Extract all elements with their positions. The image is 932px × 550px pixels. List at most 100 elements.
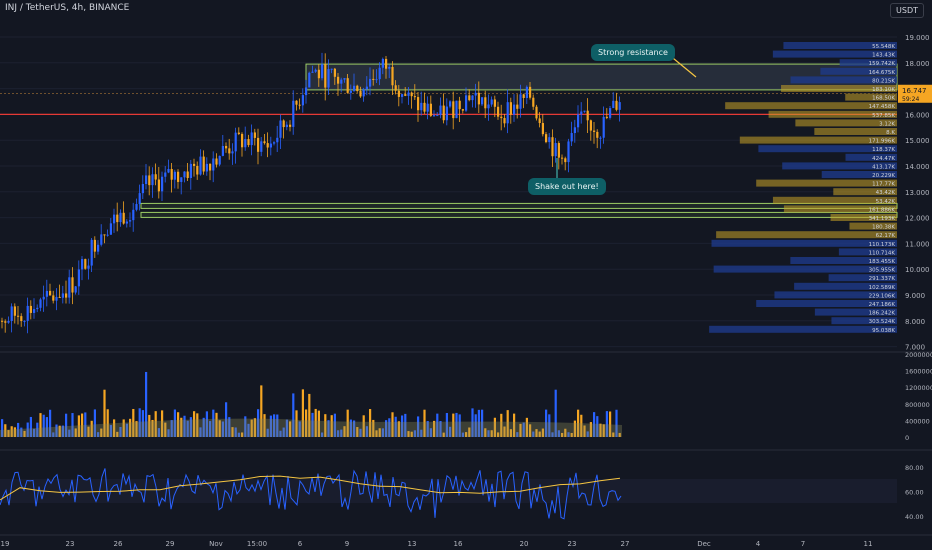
volume-bar <box>449 426 452 437</box>
profile-bar <box>716 231 897 239</box>
volume-bar <box>522 422 525 437</box>
volume-bar <box>301 389 304 437</box>
volume-bar <box>564 428 567 437</box>
volume-bar <box>113 419 116 437</box>
volume-bar <box>221 421 224 437</box>
candle-body <box>548 137 551 143</box>
candle-body <box>285 124 288 128</box>
candle-body <box>17 315 20 317</box>
price-tick: 18.000 <box>905 60 930 68</box>
volume-bar <box>615 409 618 437</box>
candle-body <box>490 99 493 105</box>
candle-body <box>596 131 599 138</box>
profile-bar <box>783 205 897 213</box>
candle-body <box>308 72 311 88</box>
candle-body <box>561 157 564 159</box>
candle-body <box>404 94 407 96</box>
time-tick: 23 <box>66 540 75 548</box>
volume-bar <box>362 415 365 437</box>
candle-body <box>327 69 330 88</box>
volume-bar <box>161 410 164 437</box>
candle-body <box>237 132 240 134</box>
currency-button[interactable]: USDT <box>890 3 924 18</box>
candle-body <box>55 296 58 301</box>
candle-body <box>161 176 164 192</box>
candle-body <box>541 123 544 135</box>
volume-bar <box>545 409 548 437</box>
volume-bar <box>343 426 346 437</box>
candle-body <box>503 118 506 124</box>
volume-bar <box>612 432 615 437</box>
profile-bar <box>831 317 897 325</box>
volume-pane <box>0 371 622 437</box>
candle-body <box>349 90 352 93</box>
candle-body <box>570 133 573 142</box>
profile-bar <box>725 102 897 110</box>
volume-bar <box>548 414 551 437</box>
volume-bar <box>305 409 308 437</box>
volume-bar <box>151 419 154 437</box>
volume-bar <box>234 427 237 437</box>
volume-bar <box>39 413 42 437</box>
time-tick: 4 <box>756 540 761 548</box>
volume-bar <box>247 423 250 437</box>
candle-body <box>477 92 480 105</box>
volume-bar <box>593 412 596 437</box>
candle-body <box>10 306 13 321</box>
candle-body <box>538 118 541 124</box>
candle-body <box>196 165 199 175</box>
profile-bar <box>814 128 897 135</box>
candle-body <box>276 137 279 143</box>
price-tick: 19.000 <box>905 34 930 42</box>
volume-bar <box>497 432 500 437</box>
candle-body <box>452 101 455 119</box>
time-tick: 6 <box>298 540 303 548</box>
rsi-pane <box>0 468 897 520</box>
volume-bar <box>372 419 375 437</box>
profile-label: 291.337K <box>869 276 896 282</box>
candle-body <box>241 133 244 148</box>
profile-label: 229.106K <box>869 293 896 299</box>
volume-bar <box>13 427 16 437</box>
candle-body <box>218 155 221 165</box>
volume-bar <box>474 414 477 437</box>
profile-bar <box>839 59 897 67</box>
profile-label: 424.47K <box>872 156 895 162</box>
candle-body <box>289 124 292 127</box>
candle-body <box>205 163 208 172</box>
candle-body <box>234 132 237 152</box>
volume-bar <box>292 393 295 437</box>
candle-body <box>29 305 32 313</box>
candle-body <box>359 91 362 97</box>
candle-body <box>410 92 413 97</box>
time-tick: 11 <box>864 540 873 548</box>
candle-body <box>356 85 359 92</box>
volume-bar <box>10 426 13 437</box>
candle-body <box>612 100 615 109</box>
candle-body <box>519 94 522 109</box>
candle-body <box>39 299 42 308</box>
candle-body <box>132 209 135 221</box>
candle-body <box>209 163 212 171</box>
volume-bar <box>231 427 234 437</box>
volume-bar <box>356 427 359 437</box>
volume-bar <box>295 410 298 437</box>
candle-body <box>535 106 538 119</box>
candle-body <box>413 96 416 98</box>
volume-bar <box>106 409 109 437</box>
profile-label: 183.455K <box>869 259 896 265</box>
volume-bar <box>257 409 260 437</box>
profile-label: 102.589K <box>869 285 896 291</box>
candle-body <box>71 277 74 293</box>
volume-bar <box>417 416 420 437</box>
candle-body <box>97 244 100 252</box>
volume-bar <box>196 413 199 437</box>
candle-body <box>481 97 484 105</box>
volume-bar <box>141 410 144 437</box>
volume-bar <box>1 419 4 437</box>
candle-body <box>221 145 224 156</box>
volume-bar <box>461 432 464 437</box>
volume-bar <box>260 385 263 437</box>
volume-bar <box>327 420 330 437</box>
